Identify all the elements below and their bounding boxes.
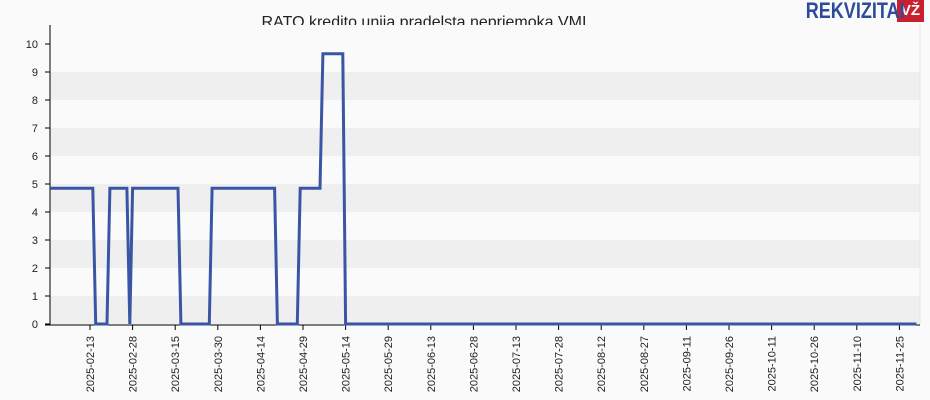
y-tick-label: 2 bbox=[32, 263, 38, 275]
data-line bbox=[50, 52, 917, 326]
y-axis: 0 1 2 3 4 5 6 7 8 9 10 bbox=[26, 25, 51, 331]
x-tick-label: 2025-07-13 bbox=[511, 336, 523, 392]
x-tick-label: 2025-10-26 bbox=[809, 336, 821, 392]
y-tick-label: 1 bbox=[32, 291, 38, 303]
x-tick-label: 2025-08-27 bbox=[639, 336, 651, 392]
x-tick-label: 2025-10-11 bbox=[767, 336, 779, 391]
y-tick-label: 8 bbox=[32, 95, 38, 107]
x-tick-label: 2025-07-28 bbox=[554, 336, 566, 392]
x-tick-label: 2025-05-14 bbox=[341, 336, 353, 392]
x-tick-label: 2025-04-14 bbox=[255, 336, 267, 392]
y-tick-label: 0 bbox=[32, 319, 38, 331]
x-axis: 2025-02-13 2025-02-28 2025-03-15 2025-03-30… bbox=[45, 324, 920, 392]
logo-badge: VŽ bbox=[896, 0, 924, 22]
y-tick-label: 9 bbox=[32, 67, 38, 79]
x-tick-label: 2025-06-13 bbox=[426, 336, 438, 392]
x-tick-label: 2025-09-26 bbox=[724, 336, 736, 392]
y-tick-label: 7 bbox=[32, 123, 38, 135]
y-tick-label: 10 bbox=[26, 39, 38, 51]
x-tick-label: 2025-06-28 bbox=[468, 336, 480, 392]
x-tick-label: 2025-09-11 bbox=[681, 336, 693, 391]
x-tick-label: 2025-11-25 bbox=[894, 336, 906, 391]
logo-text: REKVIZITAI bbox=[805, 0, 905, 23]
x-tick-label: 2025-11-10 bbox=[852, 336, 864, 391]
y-tick-label: 3 bbox=[32, 235, 38, 247]
x-tick-label: 2025-02-13 bbox=[85, 336, 97, 392]
x-tick-label: 2025-05-29 bbox=[383, 336, 395, 392]
y-tick-label: 4 bbox=[32, 207, 38, 219]
x-tick-label: 2025-02-28 bbox=[128, 336, 140, 392]
grid-bands bbox=[50, 25, 921, 324]
y-tick-label: 6 bbox=[32, 151, 38, 163]
x-tick-label: 2025-03-30 bbox=[213, 336, 225, 392]
y-tick-label: 5 bbox=[32, 179, 38, 191]
x-tick-label: 2025-04-29 bbox=[298, 336, 310, 392]
x-tick-label: 2025-03-15 bbox=[170, 336, 182, 392]
rekvizitai-logo[interactable]: REKVIZITAI VŽ bbox=[784, 0, 924, 23]
x-tick-label: 2025-08-12 bbox=[596, 336, 608, 392]
